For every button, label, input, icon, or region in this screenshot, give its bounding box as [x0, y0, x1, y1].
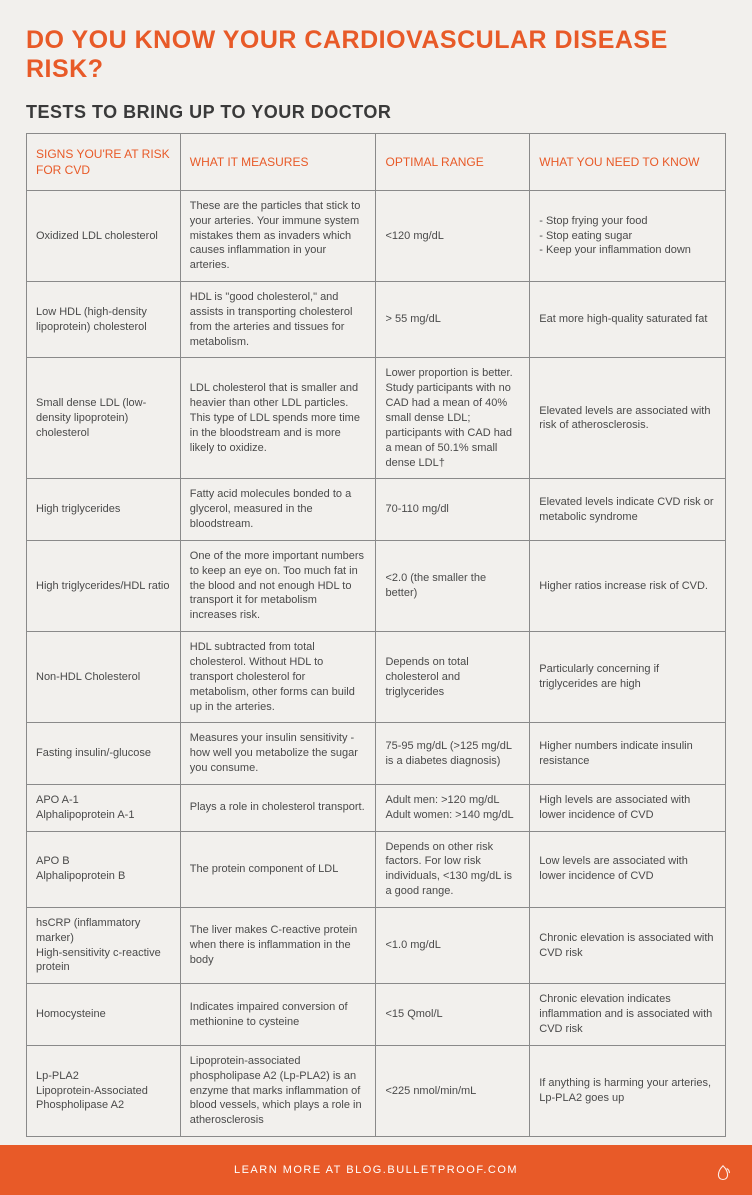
cell-range: <1.0 mg/dL: [376, 907, 530, 983]
footer-bar: LEARN MORE AT BLOG.BULLETPROOF.COM: [0, 1145, 752, 1195]
cell-range: Lower proportion is better. Study partic…: [376, 358, 530, 479]
page-title: DO YOU KNOW YOUR CARDIOVASCULAR DISEASE …: [26, 26, 726, 84]
cell-measures: Lipoprotein-associated phospholipase A2 …: [180, 1045, 376, 1136]
cell-sign: Small dense LDL (low-density lipoprotein…: [27, 358, 181, 479]
cell-measures: HDL is "good cholesterol," and assists i…: [180, 282, 376, 358]
cell-measures: Plays a role in cholesterol transport.: [180, 784, 376, 831]
cell-measures: LDL cholesterol that is smaller and heav…: [180, 358, 376, 479]
page-subtitle: TESTS TO BRING UP TO YOUR DOCTOR: [26, 102, 726, 123]
cell-know: Higher numbers indicate insulin resistan…: [530, 723, 726, 785]
cell-know: Elevated levels are associated with risk…: [530, 358, 726, 479]
cell-sign: Lp-PLA2Lipoprotein-Associated Phospholip…: [27, 1045, 181, 1136]
table-row: Fasting insulin/-glucoseMeasures your in…: [27, 723, 726, 785]
cell-measures: Indicates impaired conversion of methion…: [180, 984, 376, 1046]
footer-text: LEARN MORE AT BLOG.BULLETPROOF.COM: [234, 1164, 518, 1176]
cell-range: <15 Qmol/L: [376, 984, 530, 1046]
cell-measures: The protein component of LDL: [180, 831, 376, 907]
cell-sign: hsCRP (inflammatory marker)High-sensitiv…: [27, 907, 181, 983]
cell-range: > 55 mg/dL: [376, 282, 530, 358]
cell-sign: Oxidized LDL cholesterol: [27, 190, 181, 281]
cell-measures: The liver makes C-reactive protein when …: [180, 907, 376, 983]
cell-sign: Non-HDL Cholesterol: [27, 632, 181, 723]
cell-sign: Fasting insulin/-glucose: [27, 723, 181, 785]
cell-know: Particularly concerning if triglycerides…: [530, 632, 726, 723]
cell-measures: These are the particles that stick to yo…: [180, 190, 376, 281]
cell-range: Depends on total cholesterol and triglyc…: [376, 632, 530, 723]
cell-sign: Homocysteine: [27, 984, 181, 1046]
cell-range: 75-95 mg/dL (>125 mg/dL is a diabetes di…: [376, 723, 530, 785]
table-row: Lp-PLA2Lipoprotein-Associated Phospholip…: [27, 1045, 726, 1136]
table-row: HomocysteineIndicates impaired conversio…: [27, 984, 726, 1046]
cell-know: Low levels are associated with lower inc…: [530, 831, 726, 907]
cell-sign: APO A-1Alphalipoprotein A-1: [27, 784, 181, 831]
cell-range: <2.0 (the smaller the better): [376, 540, 530, 631]
cell-sign: Low HDL (high-density lipoprotein) chole…: [27, 282, 181, 358]
cvd-tests-table: SIGNS YOU'RE AT RISK FOR CVD WHAT IT MEA…: [26, 133, 726, 1138]
col-header-range: OPTIMAL RANGE: [376, 133, 530, 190]
table-row: Oxidized LDL cholesterolThese are the pa…: [27, 190, 726, 281]
cell-measures: One of the more important numbers to kee…: [180, 540, 376, 631]
cell-measures: Measures your insulin sensitivity - how …: [180, 723, 376, 785]
table-body: Oxidized LDL cholesterolThese are the pa…: [27, 190, 726, 1136]
cell-measures: Fatty acid molecules bonded to a glycero…: [180, 479, 376, 541]
table-row: Non-HDL CholesterolHDL subtracted from t…: [27, 632, 726, 723]
table-row: hsCRP (inflammatory marker)High-sensitiv…: [27, 907, 726, 983]
cell-sign: APO BAlphalipoprotein B: [27, 831, 181, 907]
cell-know: Eat more high-quality saturated fat: [530, 282, 726, 358]
table-row: APO BAlphalipoprotein BThe protein compo…: [27, 831, 726, 907]
cell-measures: HDL subtracted from total cholesterol. W…: [180, 632, 376, 723]
cell-know: - Stop frying your food- Stop eating sug…: [530, 190, 726, 281]
table-row: Small dense LDL (low-density lipoprotein…: [27, 358, 726, 479]
cell-range: <225 nmol/min/mL: [376, 1045, 530, 1136]
col-header-measures: WHAT IT MEASURES: [180, 133, 376, 190]
cell-know: Chronic elevation indicates inflammation…: [530, 984, 726, 1046]
table-row: APO A-1Alphalipoprotein A-1Plays a role …: [27, 784, 726, 831]
cell-know: Higher ratios increase risk of CVD.: [530, 540, 726, 631]
bulletproof-logo-icon: [712, 1163, 734, 1185]
cell-range: Adult men: >120 mg/dLAdult women: >140 m…: [376, 784, 530, 831]
cell-range: <120 mg/dL: [376, 190, 530, 281]
cell-know: Elevated levels indicate CVD risk or met…: [530, 479, 726, 541]
cell-range: 70-110 mg/dl: [376, 479, 530, 541]
col-header-sign: SIGNS YOU'RE AT RISK FOR CVD: [27, 133, 181, 190]
table-row: High triglycerides/HDL ratioOne of the m…: [27, 540, 726, 631]
cell-know: If anything is harming your arteries, Lp…: [530, 1045, 726, 1136]
table-row: High triglyceridesFatty acid molecules b…: [27, 479, 726, 541]
table-row: Low HDL (high-density lipoprotein) chole…: [27, 282, 726, 358]
cell-sign: High triglycerides: [27, 479, 181, 541]
cell-range: Depends on other risk factors. For low r…: [376, 831, 530, 907]
cell-know: High levels are associated with lower in…: [530, 784, 726, 831]
table-header: SIGNS YOU'RE AT RISK FOR CVD WHAT IT MEA…: [27, 133, 726, 190]
cell-sign: High triglycerides/HDL ratio: [27, 540, 181, 631]
col-header-know: WHAT YOU NEED TO KNOW: [530, 133, 726, 190]
cell-know: Chronic elevation is associated with CVD…: [530, 907, 726, 983]
